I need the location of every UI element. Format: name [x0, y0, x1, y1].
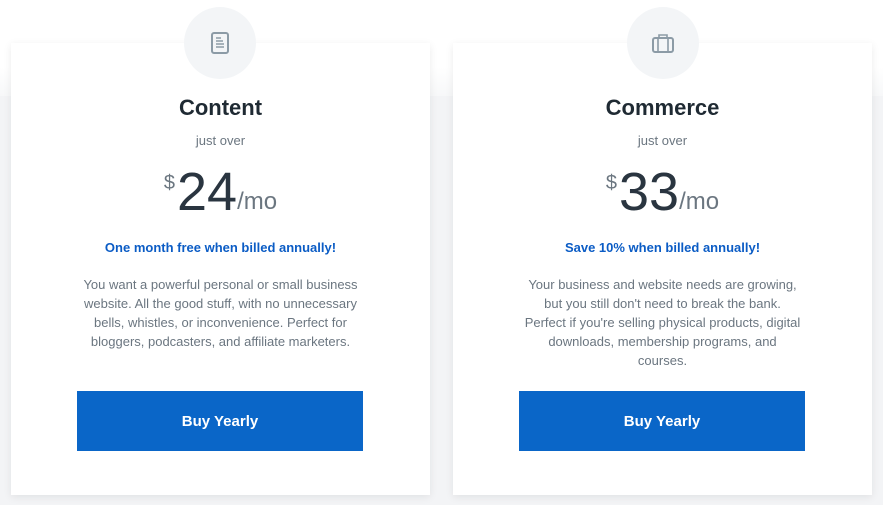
promo-text: One month free when billed annually! [104, 240, 337, 255]
plan-price: $ 24 /mo [11, 160, 430, 224]
plan-subtitle: just over [637, 133, 688, 148]
price-amount: 33 [619, 162, 680, 222]
briefcase-icon [627, 7, 699, 79]
plan-description: You want a powerful personal or small bu… [83, 277, 358, 349]
plan-description: Your business and website needs are grow… [524, 277, 801, 368]
price-amount: 24 [177, 162, 238, 222]
plan-title: Content [178, 95, 263, 120]
document-icon [184, 7, 256, 79]
plan-title: Commerce [605, 95, 720, 120]
plan-card-content: Content just over $ 24 /mo One month fre… [11, 43, 430, 495]
plan-card-commerce: Commerce just over $ 33 /mo Save 10% whe… [453, 43, 872, 495]
plan-price: $ 33 /mo [453, 160, 872, 224]
plan-subtitle: just over [195, 133, 246, 148]
buy-yearly-button[interactable]: Buy Yearly [519, 391, 805, 451]
buy-yearly-button[interactable]: Buy Yearly [77, 391, 363, 451]
currency: $ [163, 172, 176, 194]
promo-text: Save 10% when billed annually! [564, 240, 761, 255]
currency: $ [605, 172, 618, 194]
price-period: /mo [237, 188, 278, 215]
price-period: /mo [679, 188, 720, 215]
